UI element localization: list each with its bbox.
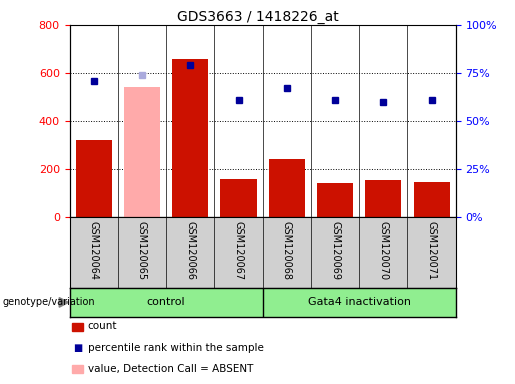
Bar xyxy=(414,182,450,217)
Text: GDS3663 / 1418226_at: GDS3663 / 1418226_at xyxy=(177,10,338,23)
Text: GSM120067: GSM120067 xyxy=(233,220,244,280)
Text: GSM120071: GSM120071 xyxy=(426,220,437,280)
Text: GSM120066: GSM120066 xyxy=(185,220,195,280)
Text: GSM120070: GSM120070 xyxy=(379,220,388,280)
Bar xyxy=(76,140,112,217)
Text: ■: ■ xyxy=(73,343,82,353)
Text: Gata4 inactivation: Gata4 inactivation xyxy=(307,297,410,308)
Bar xyxy=(365,180,402,217)
Text: percentile rank within the sample: percentile rank within the sample xyxy=(88,343,264,353)
Bar xyxy=(269,159,305,217)
Text: value, Detection Call = ABSENT: value, Detection Call = ABSENT xyxy=(88,364,253,374)
Text: GSM120069: GSM120069 xyxy=(330,220,340,280)
Text: GSM120065: GSM120065 xyxy=(137,220,147,280)
Bar xyxy=(124,88,160,217)
Text: control: control xyxy=(147,297,185,308)
Bar xyxy=(317,184,353,217)
Text: GSM120068: GSM120068 xyxy=(282,220,292,280)
Text: GSM120064: GSM120064 xyxy=(89,220,99,280)
Bar xyxy=(172,59,209,217)
Bar xyxy=(220,179,256,217)
Text: genotype/variation: genotype/variation xyxy=(3,297,95,308)
Text: count: count xyxy=(88,321,117,331)
